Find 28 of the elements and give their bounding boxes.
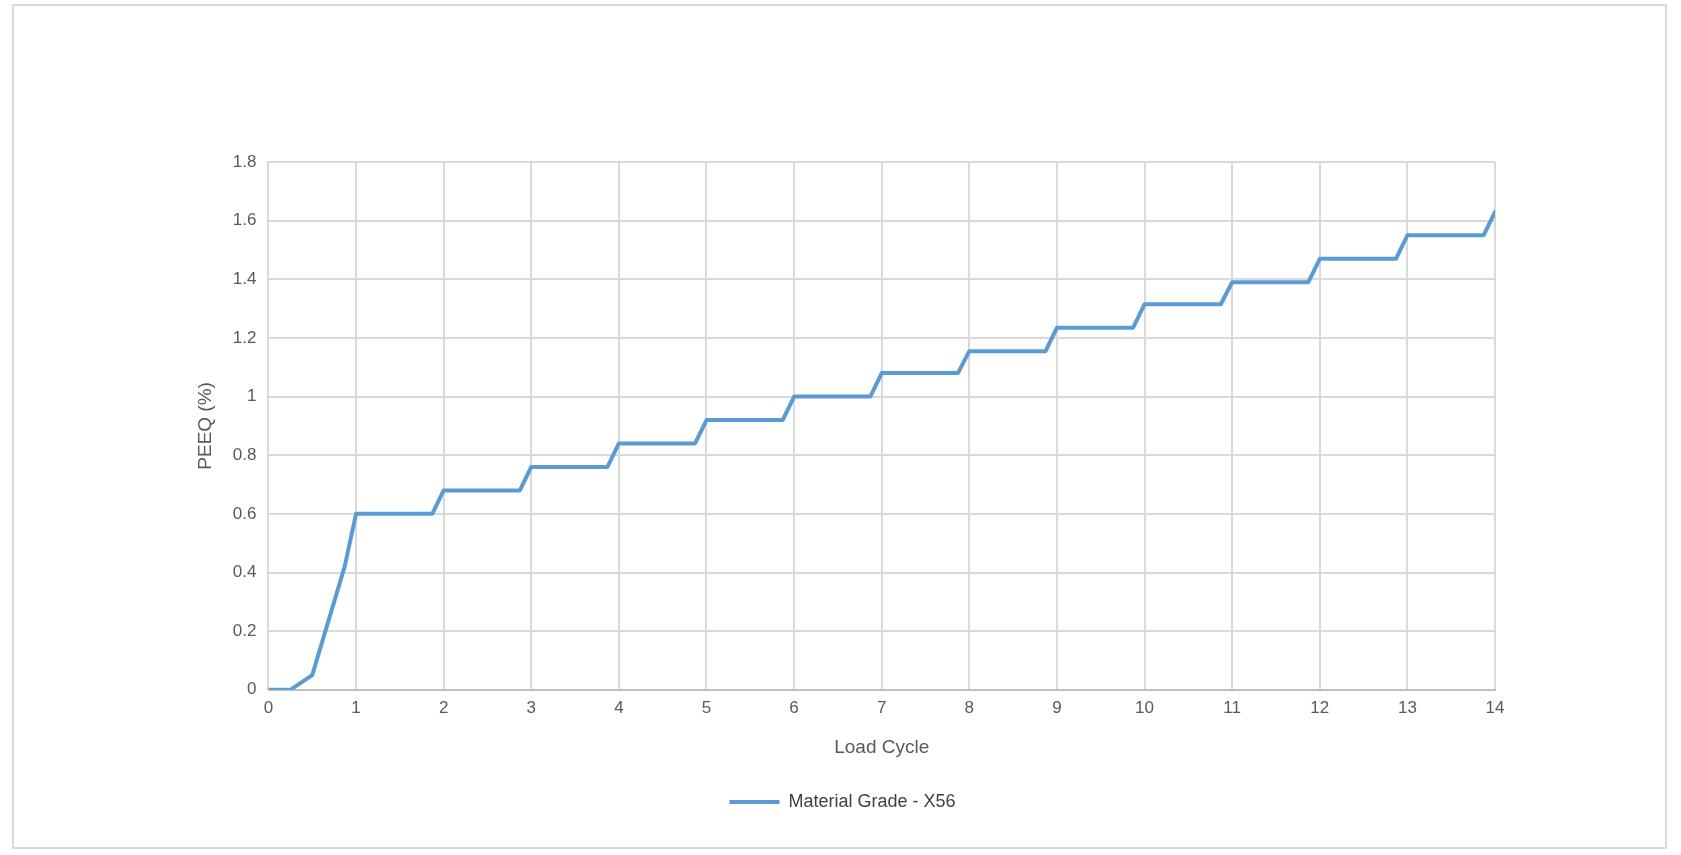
x-tick-label: 2	[438, 697, 449, 717]
x-tick-label: 10	[1135, 697, 1155, 717]
x-tick-label: 8	[964, 697, 975, 717]
x-tick-label: 5	[701, 697, 712, 717]
y-tick-label: 1.2	[232, 327, 257, 347]
x-tick-label: 6	[789, 697, 799, 717]
x-tick-label: 12	[1310, 697, 1330, 717]
x-tick-label: 7	[876, 697, 887, 717]
y-tick-label: 0.8	[232, 444, 257, 464]
x-tick-label: 9	[1052, 697, 1062, 717]
y-tick-label: 1.6	[232, 210, 257, 230]
x-tick-label: 13	[1397, 697, 1417, 717]
y-tick-label: 0.4	[232, 562, 257, 582]
x-tick-label: 0	[263, 697, 274, 717]
y-tick-label: 1.8	[232, 151, 257, 171]
y-tick-label: 0.2	[232, 620, 257, 640]
y-tick-label: 0.6	[232, 503, 257, 523]
y-axis-title: PEEQ (%)	[193, 382, 215, 470]
legend-label: Material Grade - X56	[788, 790, 956, 811]
x-tick-label: 11	[1223, 697, 1241, 717]
y-tick-label: 0	[246, 679, 257, 699]
x-axis-title: Load Cycle	[834, 735, 930, 757]
y-tick-label: 1	[246, 386, 257, 406]
x-tick-label: 1	[351, 697, 361, 717]
x-tick-label: 14	[1485, 697, 1505, 717]
x-tick-label: 3	[526, 697, 536, 717]
y-tick-label: 1.4	[232, 268, 257, 288]
x-tick-label: 4	[614, 697, 624, 717]
